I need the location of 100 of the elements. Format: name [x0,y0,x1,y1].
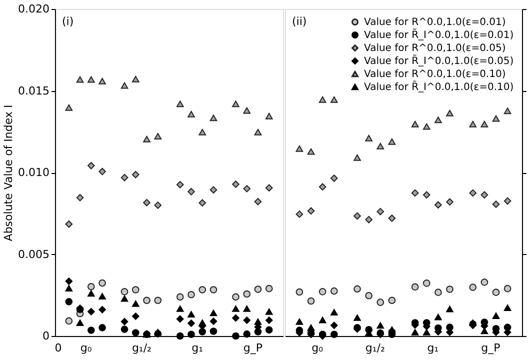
legend-label: Value for R̃_I^0.0,1.0(ε=0.01) [364,28,514,41]
point [198,320,206,326]
point [492,200,500,208]
y-tick-label: 0.020 [18,2,50,16]
point [65,285,73,292]
point [87,290,95,297]
point [504,284,512,292]
point [446,286,454,293]
point [446,306,454,312]
point [422,123,430,130]
point [446,198,454,206]
point [87,76,95,83]
point [176,305,184,312]
point [307,207,315,215]
point [210,318,218,325]
point [354,285,361,293]
point [265,284,273,292]
point [98,324,106,332]
point [76,194,84,202]
point [434,314,442,320]
point [254,128,262,136]
point [411,283,419,291]
point [434,201,442,209]
legend-label: Value for R^0.0,1.0(ε=0.05) [364,43,506,54]
point [188,110,195,118]
x-tick-label: g₁ [427,342,439,354]
x-tick-label: g_P [481,342,501,354]
point [188,188,195,196]
point [120,288,128,296]
point [98,168,106,176]
point [296,288,304,296]
point [120,295,128,302]
point [469,120,477,128]
point [65,317,73,325]
point [132,312,140,320]
annotation: (ii) [292,15,307,28]
y-tick-label: 0 [42,330,50,342]
point [87,326,95,334]
point [243,330,251,338]
point [98,78,106,84]
point [318,183,326,191]
point [480,191,488,199]
point [198,128,206,136]
point [198,286,206,294]
point [446,110,454,116]
x-tick-label: g₀ [80,342,92,354]
point [188,311,195,318]
point [176,332,184,340]
point [210,286,218,294]
point [411,189,419,197]
point [254,198,262,206]
point [354,314,361,321]
point [492,312,500,319]
point [188,290,195,298]
point [154,202,162,209]
point [265,316,273,324]
legend-label: Value for R^0.0,1.0(ε=0.01) [364,17,506,28]
annotation: (i) [62,15,74,28]
legend-label: Value for R̃_I^0.0,1.0(ε=0.05) [364,54,514,67]
point [388,296,396,304]
legend-label: Value for R̃_I^0.0,1.0(ε=0.10) [364,80,514,93]
point [318,288,326,296]
point [232,293,240,301]
point [65,220,73,228]
point [176,100,184,108]
point [265,308,273,315]
point [98,279,106,287]
point [65,278,73,285]
x-tick-label: g₀ [312,342,324,354]
point [143,136,150,142]
point [376,208,384,216]
point [87,162,95,170]
point [376,322,384,329]
x-tick-label: g₁/₂ [365,342,385,354]
point [492,115,500,122]
point [354,154,361,161]
y-tick-label: 0.010 [18,166,50,179]
point [243,107,251,114]
point [376,142,384,150]
point [365,216,372,224]
point [87,308,95,316]
point [120,318,128,326]
point [422,280,430,287]
point [330,96,338,103]
point [154,296,162,304]
point [480,278,488,286]
y-tick-label: 0.015 [18,84,50,98]
point [504,304,512,311]
legend-label: Value for R^0.0,1.0(ε=0.10) [364,69,506,80]
point [243,185,251,192]
y-tick-label: 0.005 [18,248,50,261]
point [354,212,361,220]
point [469,284,477,291]
point [120,326,128,333]
point [307,297,315,305]
x-tick-label: g₁/₂ [132,342,152,354]
point [198,328,206,336]
point [365,292,372,300]
point [243,290,251,298]
x-tick-label: g_P [243,342,263,354]
